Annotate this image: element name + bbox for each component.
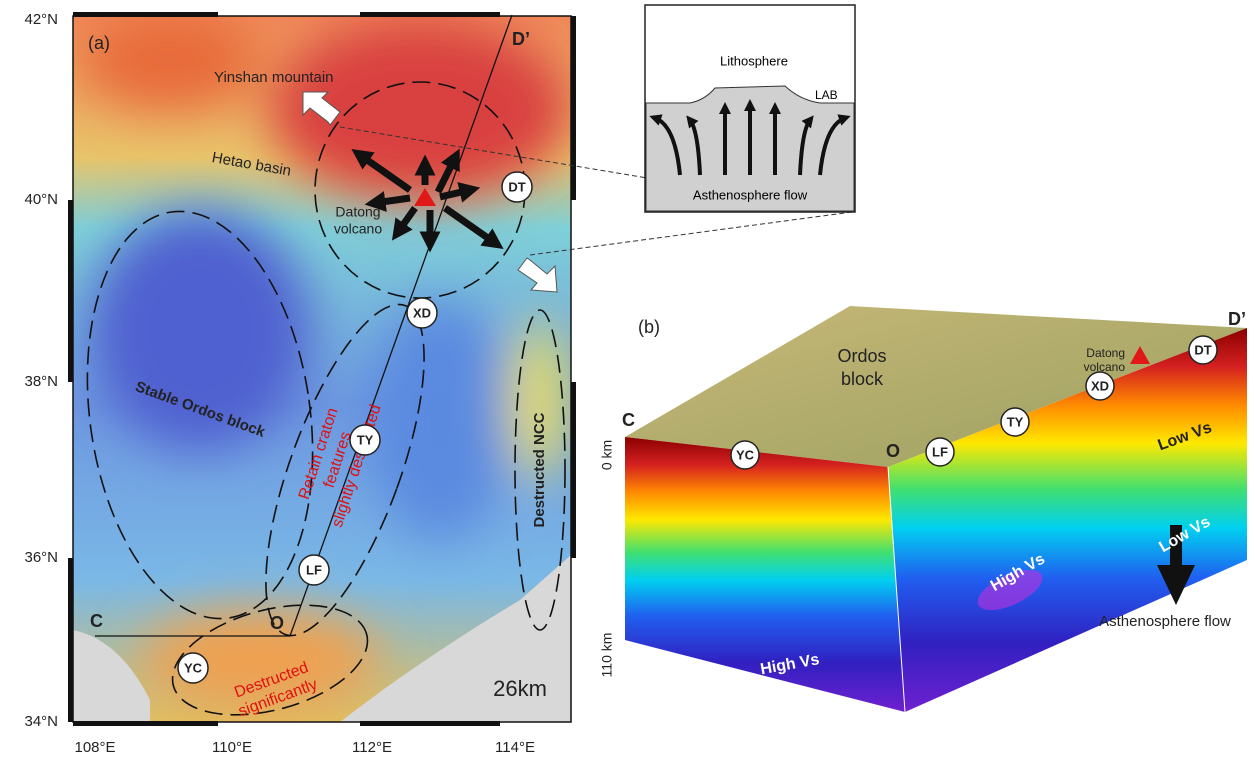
profile-start: C (622, 410, 635, 430)
stations-a: DT XD TY LF YC (177, 171, 533, 684)
inset-label: Lithosphere (720, 53, 788, 68)
lat-label: 34°N (24, 713, 58, 730)
map-frame (68, 12, 576, 726)
flow-label: Asthenosphere flow (1099, 613, 1231, 630)
lat-label: 40°N (24, 191, 58, 208)
depth-label: 26km (493, 676, 547, 701)
block-diagram (625, 306, 1247, 713)
profile-corner: O (886, 441, 900, 461)
block-label: block (841, 369, 884, 389)
station: LF (306, 562, 322, 577)
station: DT (1194, 342, 1211, 357)
big-arrows (302, 91, 558, 293)
mountain-label: Yinshan mountain (214, 69, 334, 86)
depth-label: 0 km (599, 440, 615, 470)
map-background (73, 16, 571, 722)
depth-label: 110 km (599, 633, 615, 678)
station: TY (357, 432, 374, 447)
region-outlines (86, 81, 566, 716)
profile-corner: O (270, 613, 284, 633)
station: LF (932, 444, 948, 459)
station: XD (1091, 378, 1109, 393)
flow-arrows (351, 148, 504, 253)
profile-line (95, 14, 513, 637)
profile-start: C (90, 611, 103, 631)
lat-label: 38°N (24, 373, 58, 390)
lon-label: 114°E (495, 739, 535, 756)
volcano-marker (1130, 346, 1150, 364)
volcano-label: volcano (334, 221, 382, 237)
panel-label: (a) (88, 33, 110, 53)
station: XD (413, 305, 431, 320)
panel-label: (b) (638, 317, 660, 337)
inset-label: LAB (815, 88, 838, 102)
inset-label: Asthenosphere flow (693, 187, 808, 202)
lat-label: 42°N (24, 11, 58, 28)
inset: Lithosphere LAB Asthenosphere flow (644, 4, 856, 213)
lon-labels: 108°E 110°E 112°E 114°E (74, 739, 534, 756)
station: YC (736, 447, 755, 462)
lat-label: 36°N (24, 549, 58, 566)
volcano-label: Datong (335, 204, 380, 220)
block-label: Ordos (837, 346, 886, 366)
lon-label: 112°E (352, 739, 392, 756)
lat-labels: 42°N 40°N 38°N 36°N 34°N (24, 11, 58, 730)
volcano-marker (414, 188, 436, 206)
region-label: Destructed NCC (531, 412, 548, 527)
stations-b: DT XD TY LF YC (730, 335, 1218, 470)
profile-end: D’ (512, 29, 530, 49)
volcano-label: volcano (1084, 360, 1126, 374)
station: TY (1007, 414, 1024, 429)
profile-end: D’ (1228, 309, 1246, 329)
station: YC (184, 660, 203, 675)
lon-label: 108°E (74, 739, 115, 756)
volcano-label: Datong (1086, 346, 1125, 360)
lon-label: 110°E (212, 739, 252, 756)
station: DT (508, 179, 525, 194)
